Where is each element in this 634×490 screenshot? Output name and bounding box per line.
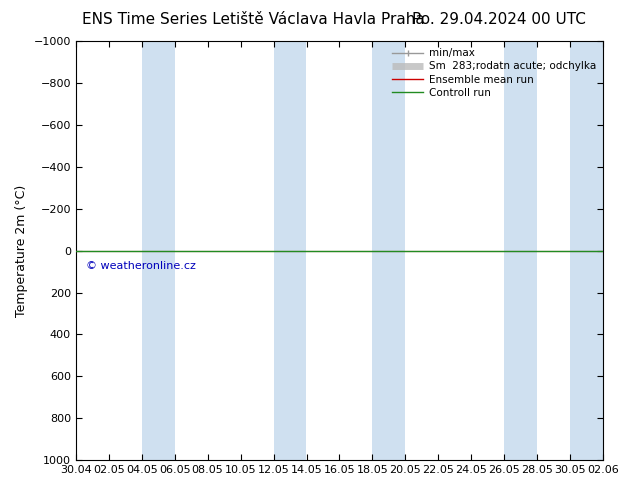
Bar (372, 41, 405, 460)
Text: ENS Time Series Letiště Václava Havla Praha: ENS Time Series Letiště Václava Havla Pr… (82, 12, 425, 27)
Text: Po. 29.04.2024 00 UTC: Po. 29.04.2024 00 UTC (412, 12, 586, 27)
Bar (570, 41, 603, 460)
Bar (142, 41, 174, 460)
Bar (504, 41, 537, 460)
Y-axis label: Temperature 2m (°C): Temperature 2m (°C) (15, 184, 28, 317)
Bar (273, 41, 306, 460)
Legend: min/max, Sm  283;rodatn acute; odchylka, Ensemble mean run, Controll run: min/max, Sm 283;rodatn acute; odchylka, … (388, 44, 600, 102)
Text: © weatheronline.cz: © weatheronline.cz (86, 261, 196, 271)
